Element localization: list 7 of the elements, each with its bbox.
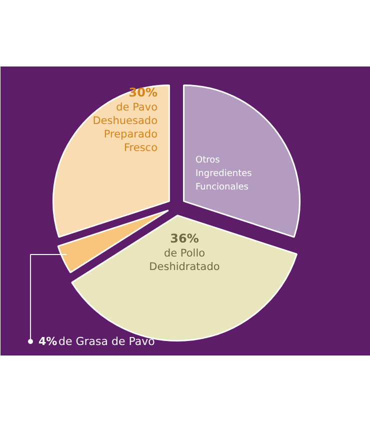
slice-label: Otros Ingredientes Funcionales — [196, 156, 252, 192]
slice-label: de Pollo Deshidratado — [149, 248, 220, 273]
slice-label: de Pavo Deshuesado Preparado Fresco — [92, 102, 158, 154]
data-label: 4% — [38, 335, 58, 348]
data-label: 36% — [170, 232, 199, 246]
slice-label: de Grasa de Pavo — [58, 335, 156, 348]
data-label: 30% — [128, 86, 158, 100]
